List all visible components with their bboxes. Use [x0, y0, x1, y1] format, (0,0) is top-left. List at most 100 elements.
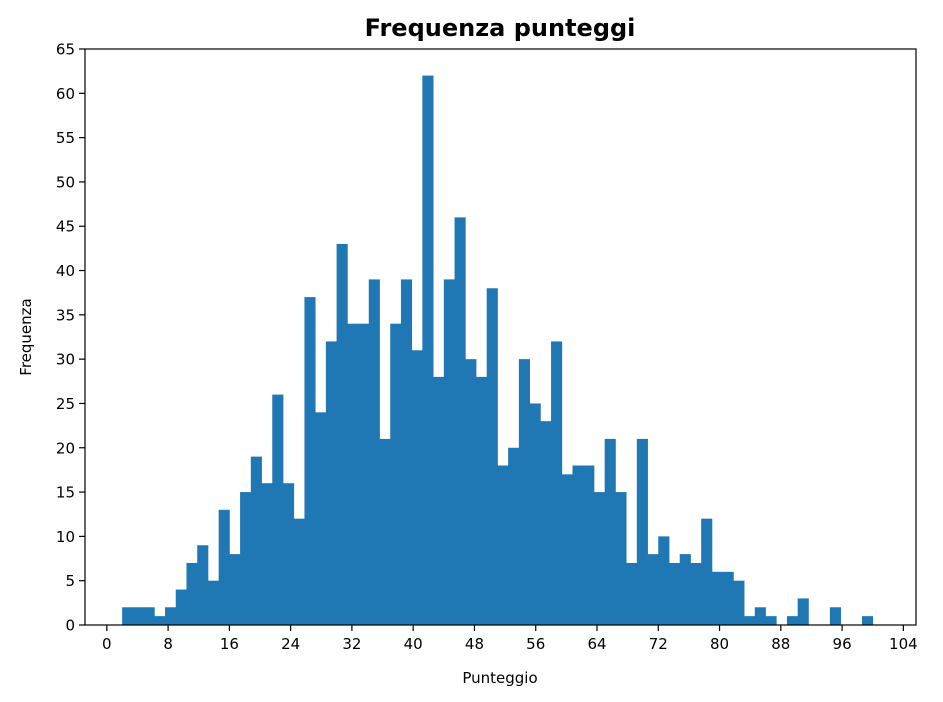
y-tick-label: 25 [56, 395, 75, 413]
histogram-bar [486, 288, 498, 625]
histogram-bar [358, 323, 370, 625]
histogram-bar [304, 297, 316, 625]
histogram-bar [272, 394, 284, 625]
histogram-bar [411, 350, 423, 625]
histogram-bar [325, 341, 337, 625]
histogram-bar [400, 279, 413, 625]
histogram-bar [829, 607, 841, 625]
histogram-bar [390, 323, 402, 625]
y-axis-ticks: 0 5 10 15 20 25 30 35 40 45 50 55 60 65 [56, 41, 85, 635]
y-tick-label: 45 [56, 218, 75, 236]
histogram-bar [754, 607, 766, 625]
y-tick-label: 50 [56, 173, 75, 191]
y-tick-label: 10 [56, 528, 75, 546]
x-tick-label: 56 [526, 635, 545, 653]
histogram-bar [379, 438, 391, 625]
histogram-bar [368, 279, 380, 625]
y-tick-label: 35 [56, 306, 75, 324]
y-axis-label: Frequenza [17, 298, 35, 375]
y-tick-label: 20 [56, 439, 75, 457]
histogram-bar [261, 483, 273, 625]
histogram-bar [154, 616, 166, 625]
histogram-bar [690, 562, 702, 625]
histogram-bar [797, 598, 809, 625]
histogram-bar [240, 492, 252, 625]
histogram-bar [186, 562, 198, 625]
histogram-bar [551, 341, 563, 625]
x-tick-label: 24 [281, 635, 300, 653]
histogram-bar [561, 474, 573, 625]
histogram-bar [422, 75, 434, 625]
histogram-bar [433, 376, 445, 625]
histogram-bar [572, 465, 584, 625]
histogram-bar [207, 580, 220, 625]
histogram-bar [529, 403, 541, 625]
x-tick-label: 80 [710, 635, 729, 653]
plot-frame [84, 48, 917, 626]
histogram-bar [733, 580, 745, 625]
histogram-bar [122, 607, 134, 625]
histogram-bar [282, 483, 295, 625]
histogram-bar [347, 323, 359, 625]
histogram-bar [165, 607, 177, 625]
histogram-bar [293, 518, 305, 625]
y-tick-label: 60 [56, 85, 75, 103]
histogram-bar [229, 554, 241, 625]
histogram-bar [315, 412, 327, 625]
histogram-bar [744, 616, 756, 625]
x-tick-label: 32 [342, 635, 361, 653]
histogram-bar [454, 217, 466, 625]
histogram-bar [593, 492, 606, 625]
histogram-bar [711, 571, 724, 625]
x-axis-label: Punteggio [462, 669, 537, 687]
histogram-bar [615, 492, 627, 625]
histogram-bar [443, 279, 455, 625]
x-tick-label: 0 [102, 635, 112, 653]
histogram-bar [786, 616, 799, 625]
x-tick-label: 88 [771, 635, 790, 653]
histogram-bar [658, 536, 670, 625]
x-tick-label: 72 [649, 635, 668, 653]
histogram-bar [679, 554, 691, 625]
histogram-bar [143, 607, 155, 625]
x-tick-label: 48 [465, 635, 484, 653]
histogram-bar [132, 607, 144, 625]
histogram-bar [465, 359, 477, 625]
histogram-bar [583, 465, 595, 625]
chart-title: Frequenza punteggi [365, 14, 636, 42]
y-tick-label: 55 [56, 129, 75, 147]
histogram-bar [669, 562, 681, 625]
histogram-bar [722, 571, 734, 625]
histogram-bar [540, 421, 552, 625]
y-tick-label: 65 [56, 41, 75, 59]
y-tick-label: 40 [56, 262, 75, 280]
y-tick-label: 15 [56, 484, 75, 502]
x-axis-ticks: 0 8 16 24 32 40 48 56 64 72 80 88 96 104 [102, 625, 918, 653]
histogram-bar [336, 243, 348, 625]
histogram-bar [508, 447, 520, 625]
y-tick-label: 0 [65, 617, 75, 635]
x-tick-label: 96 [833, 635, 852, 653]
histogram-bar [604, 438, 616, 625]
histogram-bar [626, 562, 638, 625]
histogram-bar [197, 545, 209, 625]
x-tick-label: 8 [163, 635, 173, 653]
histogram-bar [497, 465, 509, 625]
x-tick-label: 40 [404, 635, 423, 653]
x-tick-label: 104 [889, 635, 918, 653]
histogram-bar [647, 554, 659, 625]
histogram-bar [765, 616, 777, 625]
histogram-bar [218, 509, 230, 625]
histogram-bar [636, 438, 648, 625]
histogram-bar [475, 376, 488, 625]
histogram-bar [862, 616, 874, 625]
x-tick-label: 16 [220, 635, 239, 653]
y-tick-label: 5 [65, 572, 75, 590]
histogram-bar [518, 359, 530, 625]
bars-group [122, 75, 874, 625]
y-tick-label: 30 [56, 351, 75, 369]
histogram-bar [175, 589, 187, 625]
histogram-bar [701, 518, 713, 625]
x-tick-label: 64 [587, 635, 606, 653]
